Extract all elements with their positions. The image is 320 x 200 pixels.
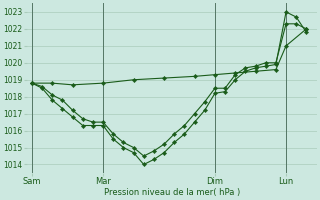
X-axis label: Pression niveau de la mer( hPa ): Pression niveau de la mer( hPa ) [104, 188, 240, 197]
